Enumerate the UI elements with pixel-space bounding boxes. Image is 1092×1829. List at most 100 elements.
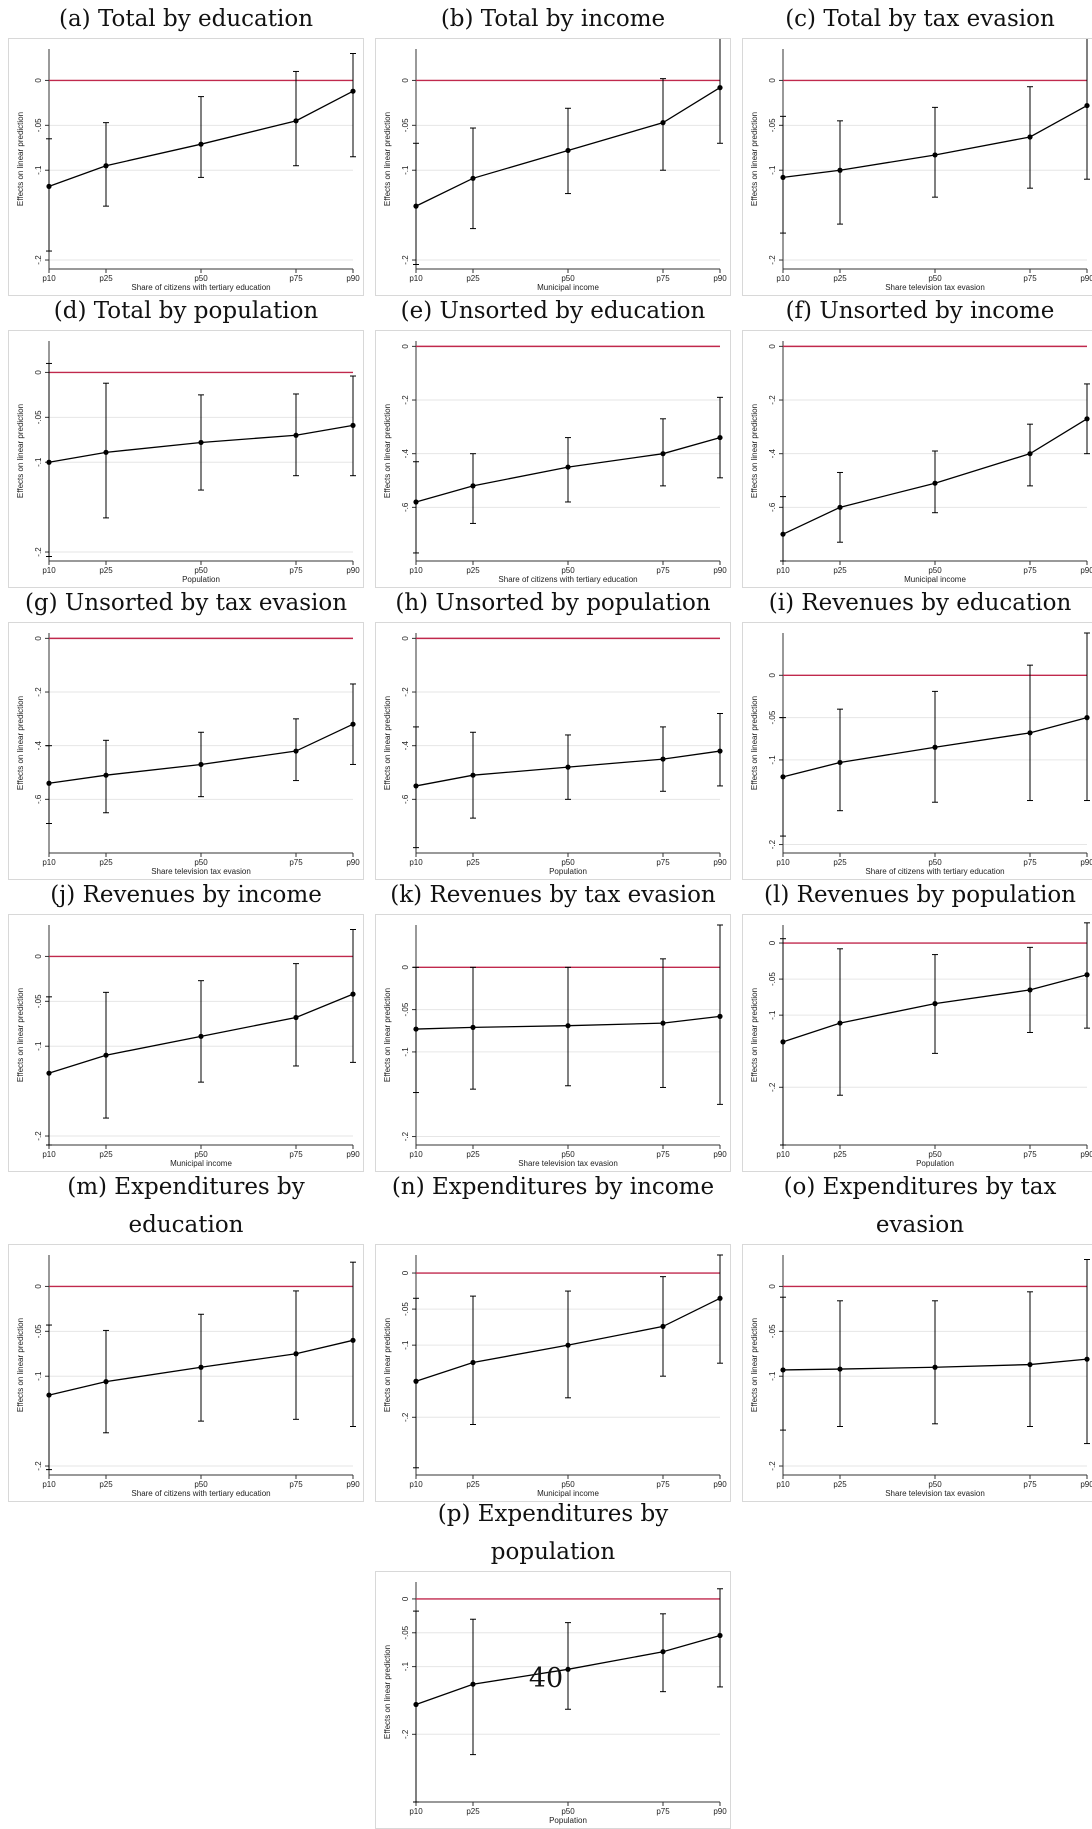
x-axis-label: Municipal income <box>537 1489 599 1498</box>
chart-svg: 0 -.05 -.1 -.2 p10 p25 p50 p75 p90 Share of citiz… <box>16 1255 360 1498</box>
error-bar <box>565 1622 571 1710</box>
y-tick-label: -.05 <box>768 118 777 132</box>
y-tick-label: -.2 <box>34 547 43 557</box>
chart-panel: (b) Total by income 0 -.05 -.1 -.2 p10 p25 p50 p… <box>375 0 731 296</box>
chart-caption-line: (i) Revenues by education <box>768 590 1072 616</box>
data-point <box>565 1666 571 1672</box>
x-tick-label: p10 <box>409 858 423 867</box>
chart-caption-line: (h) Unsorted by population <box>395 590 711 616</box>
x-tick-label: p25 <box>466 566 480 575</box>
data-point <box>198 761 204 768</box>
x-axis-label: Population <box>549 1816 587 1825</box>
x-tick-label: p50 <box>928 1150 942 1159</box>
y-tick-label: -.6 <box>768 502 777 512</box>
x-tick-label: p50 <box>561 566 575 575</box>
chart-frame: 0 -.05 -.1 -.2 p10 p25 p50 p75 p90 Population Effe… <box>8 330 364 588</box>
data-point <box>717 85 723 91</box>
y-tick-label: 0 <box>768 673 777 678</box>
chart-panel: (o) Expenditures by tax evasion 0 -.05 -.1 -.… <box>742 1168 1092 1502</box>
y-tick-label: -.2 <box>401 1729 410 1739</box>
chart-svg: 0 -.05 -.1 -.2 p10 p25 p50 p75 p90 Population Effe… <box>750 922 1092 1168</box>
x-tick-label: p90 <box>713 274 727 283</box>
y-tick-label: -.2 <box>401 255 410 265</box>
x-tick-label: p50 <box>194 858 208 867</box>
page-number: 40 <box>528 1663 564 1694</box>
y-tick-label: -.05 <box>34 410 43 424</box>
y-axis-label: Effects on linear prediction <box>383 112 392 206</box>
y-tick-label: -.05 <box>768 972 777 986</box>
chart-caption: (l) Revenues by population <box>742 876 1092 914</box>
x-tick-label: p50 <box>561 858 575 867</box>
chart-panel: (e) Unsorted by education 0 -.2 -.4 -.6 p10 p2… <box>375 292 731 588</box>
x-axis-label: Municipal income <box>904 575 966 584</box>
data-point <box>565 1342 571 1348</box>
y-axis-label: Effects on linear prediction <box>383 696 392 790</box>
error-bar <box>293 963 299 1067</box>
data-point <box>46 183 52 189</box>
chart-svg: 0 -.2 -.4 -.6 p10 p25 p50 p75 p90 Share of citize… <box>383 341 727 584</box>
x-tick-label: p75 <box>289 1150 303 1159</box>
data-point <box>780 774 786 780</box>
y-tick-label: 0 <box>401 1596 410 1601</box>
x-tick-label: p50 <box>928 1480 942 1489</box>
x-tick-label: p25 <box>833 1150 847 1159</box>
y-tick-label: 0 <box>768 940 777 945</box>
chart-caption: (f) Unsorted by income <box>742 292 1092 330</box>
x-tick-label: p90 <box>346 1150 360 1159</box>
chart-frame: 0 -.05 -.1 -.2 p10 p25 p50 p75 p90 Share of citiz… <box>8 1244 364 1502</box>
chart-panel: (j) Revenues by income 0 -.05 -.1 -.2 p10 p25 p… <box>8 876 364 1172</box>
y-tick-label: -.1 <box>401 165 410 175</box>
data-point <box>413 1026 419 1032</box>
y-tick-label: -.1 <box>34 165 43 175</box>
error-bar <box>780 1296 786 1431</box>
data-point <box>565 764 571 770</box>
y-tick-label: -.2 <box>401 1412 410 1422</box>
data-point <box>837 1020 843 1026</box>
data-point <box>103 1379 109 1385</box>
chart-caption-line: (b) Total by income <box>440 6 666 32</box>
x-tick-label: p10 <box>42 1480 56 1489</box>
x-tick-label: p90 <box>346 858 360 867</box>
y-tick-label: -.05 <box>401 1002 410 1016</box>
y-axis-label: Effects on linear prediction <box>16 696 25 790</box>
data-point <box>293 1351 299 1357</box>
error-bar <box>932 106 938 198</box>
chart-frame: 0 -.05 -.1 -.2 p10 p25 p50 p75 p90 Share televisi… <box>742 1244 1092 1502</box>
y-tick-label: -.05 <box>34 118 43 132</box>
y-axis-label: Effects on linear prediction <box>383 1318 392 1412</box>
x-tick-label: p90 <box>346 1480 360 1489</box>
chart-frame: 0 -.05 -.1 -.2 p10 p25 p50 p75 p90 Municipal inco… <box>375 1244 731 1502</box>
data-point <box>413 203 419 209</box>
chart-svg: 0 -.2 -.4 -.6 p10 p25 p50 p75 p90 Share televisio… <box>16 633 360 876</box>
data-point <box>1084 416 1090 422</box>
x-tick-label: p10 <box>409 1480 423 1489</box>
y-axis-label: Effects on linear prediction <box>16 988 25 1082</box>
chart-panel: (f) Unsorted by income 0 -.2 -.4 -.6 p10 p25 p5… <box>742 292 1092 588</box>
data-point <box>46 1070 52 1076</box>
x-tick-label: p10 <box>42 858 56 867</box>
x-tick-label: p75 <box>1023 274 1037 283</box>
x-tick-label: p10 <box>42 274 56 283</box>
x-tick-label: p25 <box>99 1480 113 1489</box>
chart-caption: (c) Total by tax evasion <box>742 0 1092 38</box>
chart-frame: 0 -.2 -.4 -.6 p10 p25 p50 p75 p90 Share of citize… <box>375 330 731 588</box>
chart-caption-line: (e) Unsorted by education <box>400 298 706 324</box>
y-tick-label: -.6 <box>34 794 43 804</box>
x-tick-label: p90 <box>713 1150 727 1159</box>
x-tick-label: p90 <box>1080 566 1092 575</box>
x-tick-label: p90 <box>1080 1150 1092 1159</box>
data-point <box>470 1359 476 1366</box>
chart-svg: 0 -.05 -.1 -.2 p10 p25 p50 p75 p90 Municipal inco… <box>16 925 360 1168</box>
y-axis-label: Effects on linear prediction <box>383 1645 392 1739</box>
chart-caption-line: (d) Total by population <box>53 298 319 324</box>
data-point <box>837 1366 843 1372</box>
data-point <box>660 120 666 126</box>
chart-svg: 0 -.2 -.4 -.6 p10 p25 p50 p75 p90 Municipal incom… <box>750 341 1092 584</box>
x-tick-label: p75 <box>1023 1150 1037 1159</box>
chart-panel: (k) Revenues by tax evasion 0 -.05 -.1 -.2 p1… <box>375 876 731 1172</box>
y-tick-label: -.1 <box>34 457 43 467</box>
data-point <box>413 783 419 789</box>
y-tick-label: 0 <box>34 954 43 959</box>
chart-svg: 0 -.05 -.1 -.2 p10 p25 p50 p75 p90 Municipal inco… <box>383 39 727 292</box>
